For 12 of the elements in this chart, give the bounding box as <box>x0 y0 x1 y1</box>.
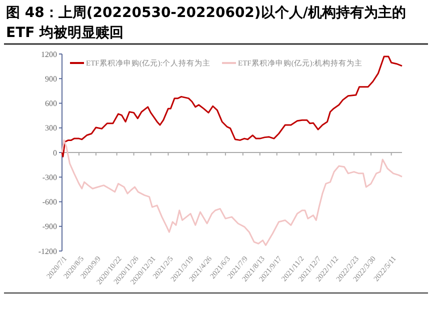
y-tick-label: -600 <box>42 198 57 207</box>
y-tick-label: 0 <box>53 148 57 158</box>
chart-title: 图 48：上周(20220530-20220602)以个人/机构持有为主的 ETF 均被明显赎回 <box>6 4 406 41</box>
y-tick-label: -300 <box>42 172 57 182</box>
y-tick-label: 1200 <box>41 50 57 59</box>
y-tick-label: 300 <box>45 124 57 133</box>
y-tick-label: 900 <box>45 74 57 84</box>
y-tick-label: 600 <box>45 99 57 108</box>
line-series <box>61 139 403 246</box>
line-series <box>61 56 403 158</box>
y-tick-label: -900 <box>42 222 57 232</box>
y-tick-label: -1200 <box>38 246 57 256</box>
